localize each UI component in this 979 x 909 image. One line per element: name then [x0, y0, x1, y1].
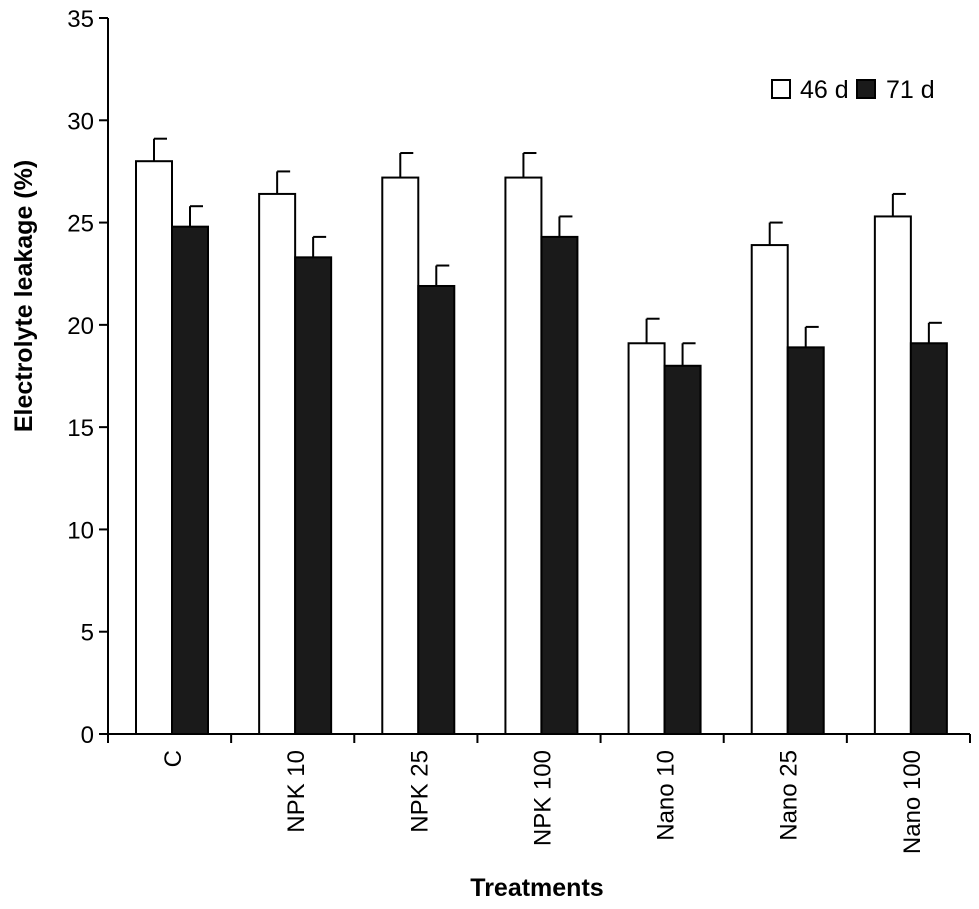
y-tick-label: 25	[67, 211, 94, 238]
bars	[135, 160, 948, 736]
y-tick-label: 10	[67, 517, 94, 544]
bar-71d	[909, 342, 948, 735]
x-tick-label: Nano 10	[653, 750, 680, 841]
error-bars	[153, 137, 942, 366]
bar-71d	[171, 225, 209, 735]
bar-46d	[873, 215, 912, 736]
x-axis	[107, 733, 971, 743]
x-tick-label: Nano 100	[899, 750, 926, 854]
legend-swatch-71d	[856, 79, 876, 99]
x-tick-label: Nano 25	[776, 750, 803, 841]
y-tick-label: 5	[81, 620, 94, 647]
bar-46d	[750, 244, 789, 735]
y-tick-label: 0	[81, 722, 94, 749]
bar-71d	[663, 364, 702, 735]
y-tick-label: 30	[67, 108, 94, 135]
x-tick-label: C	[160, 750, 187, 767]
x-tick-label: NPK 10	[283, 750, 310, 833]
bar-46d	[258, 192, 297, 735]
legend-swatch-46d	[771, 79, 791, 99]
y-tick-label: 35	[67, 6, 94, 33]
legend-label-71d: 71 d	[886, 76, 935, 104]
x-axis-title: Treatments	[470, 874, 603, 902]
bar-71d	[417, 284, 456, 735]
bar-71d	[540, 235, 579, 736]
bar-46d	[381, 176, 420, 735]
x-tick-label: NPK 100	[529, 750, 556, 846]
bar-46d	[135, 160, 173, 735]
legend: 46 d 71 d	[771, 76, 935, 104]
bar-71d	[294, 256, 333, 735]
x-tick-labels: C NPK 10 NPK 25 NPK 100 Nano 10 Nano 25 Nano 1…	[160, 750, 926, 854]
y-axis-title: Electrolyte leakage (%)	[10, 160, 38, 432]
x-tick-label: NPK 25	[406, 750, 433, 833]
y-axis: 0 5 10 15 20 25 30 35	[67, 6, 109, 749]
bar-71d	[786, 346, 825, 735]
bar-46d	[627, 342, 666, 735]
y-tick-label: 15	[67, 415, 94, 442]
y-tick-label: 20	[67, 313, 94, 340]
legend-label-46d: 46 d	[800, 76, 849, 104]
bar-46d	[504, 176, 543, 735]
